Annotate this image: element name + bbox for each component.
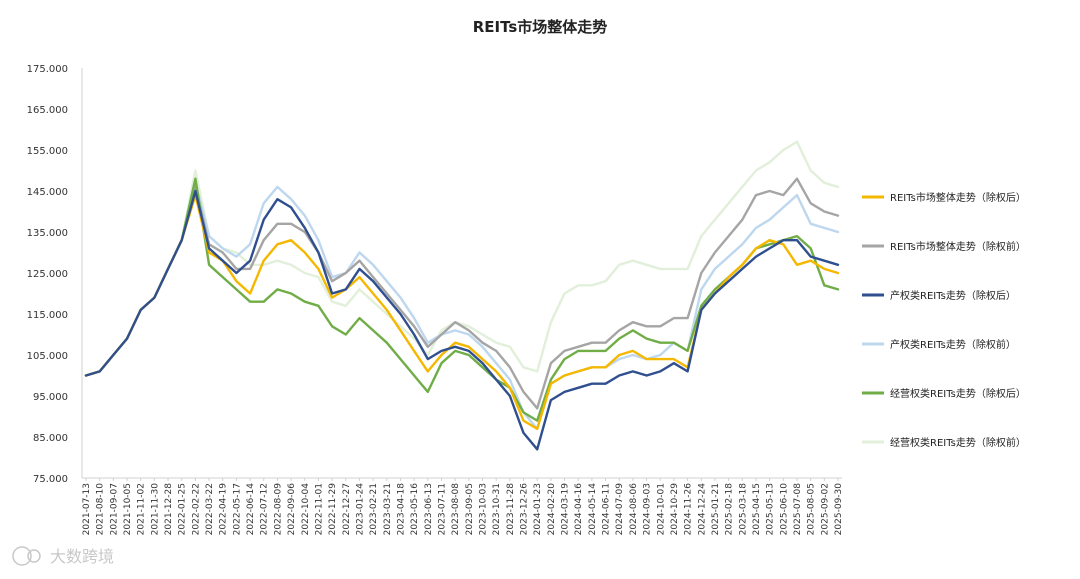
legend-label-2: 产权类REITs走势（除权后）: [890, 289, 1016, 302]
y-tick-label: 75.000: [33, 474, 68, 485]
x-tick-label: 2023-08-08: [451, 483, 461, 536]
x-tick-label: 2023-02-21: [369, 483, 379, 535]
series-line-0: [84, 193, 840, 430]
watermark-logo-icon: [12, 546, 32, 566]
x-tick-label: 2025-05-13: [766, 483, 776, 535]
x-tick-label: 2023-04-18: [396, 483, 406, 536]
x-tick-label: 2021-07-13: [82, 483, 92, 535]
x-tick-label: 2022-06-14: [246, 483, 256, 536]
series-line-2: [84, 189, 840, 451]
x-tick-label: 2023-12-26: [520, 483, 530, 536]
watermark: 大数跨境: [12, 546, 114, 566]
x-tick-label: 2024-02-20: [547, 483, 557, 536]
x-tick-label: 2022-02-22: [191, 483, 201, 535]
x-tick-label: 2021-10-05: [123, 483, 133, 535]
legend-label-3: 产权类REITs走势（除权前）: [890, 338, 1016, 351]
x-tick-label: 2024-12-24: [697, 483, 707, 536]
series-layer: [84, 140, 840, 451]
y-tick-label: 145.000: [27, 187, 68, 198]
x-tick-label: 2024-10-29: [670, 483, 680, 536]
watermark-logo-dot: [27, 549, 41, 563]
legend-label-1: REITs市场整体走势（除权前）: [890, 240, 1026, 253]
series-line-1: [84, 177, 840, 410]
x-tick-label: 2022-04-19: [219, 483, 229, 536]
x-tick-label: 2024-06-11: [602, 483, 612, 535]
x-tick-label: 2021-08-10: [96, 483, 106, 536]
y-tick-label: 85.000: [33, 433, 68, 444]
watermark-text: 大数跨境: [50, 547, 114, 566]
x-tick-label: 2024-01-23: [533, 483, 543, 535]
x-tick-label: 2025-08-05: [807, 483, 817, 535]
y-tick-label: 175.000: [27, 64, 68, 75]
x-tick-label: 2023-10-03: [479, 483, 489, 535]
x-tick-label: 2023-06-13: [424, 483, 434, 535]
y-tick-label: 135.000: [27, 228, 68, 239]
legend-label-5: 经营权类REITs走势（除权前）: [890, 436, 1026, 449]
x-tick-label: 2025-02-18: [725, 483, 735, 536]
series-line-4: [84, 177, 840, 422]
y-tick-label: 125.000: [27, 269, 68, 280]
x-tick-label: 2025-09-30: [834, 483, 844, 536]
x-tick-label: 2025-01-21: [711, 483, 721, 535]
x-tick-label: 2023-10-31: [492, 483, 502, 535]
x-tick-label: 2023-01-24: [355, 483, 365, 536]
legend-label-0: REITs市场整体走势（除权后）: [890, 191, 1026, 204]
y-tick-label: 115.000: [27, 310, 68, 321]
x-tick-label: 2021-12-28: [164, 483, 174, 536]
y-tick-label: 105.000: [27, 351, 68, 362]
x-tick-label: 2022-01-25: [178, 483, 188, 535]
axes: 75.000 85.000 95.000 105.000 115.000 125.000 1…: [27, 64, 844, 535]
x-tick-label: 2024-10-01: [656, 483, 666, 535]
x-tick-label: 2025-06-10: [779, 483, 789, 536]
x-tick-label: 2021-11-30: [150, 483, 160, 536]
x-tick-label: 2025-03-18: [738, 483, 748, 536]
x-tick-label: 2021-11-02: [137, 483, 147, 535]
x-tick-label: 2022-07-12: [260, 483, 270, 535]
legend-label-4: 经营权类REITs走势（除权后）: [890, 387, 1026, 400]
y-tick-label: 155.000: [27, 146, 68, 157]
x-tick-label: 2022-10-04: [301, 483, 311, 536]
x-tick-label: 2025-07-08: [793, 483, 803, 536]
x-tick-label: 2023-09-05: [465, 483, 475, 535]
series-line-3: [84, 181, 840, 430]
legend: REITs市场整体走势（除权后） REITs市场整体走势（除权前） 产权类REITs…: [862, 191, 1026, 449]
x-tick-label: 2023-11-28: [506, 483, 516, 536]
x-tick-label: 2024-09-03: [643, 483, 653, 535]
x-tick-label: 2024-08-06: [629, 483, 639, 536]
x-tick-label: 2022-09-06: [287, 483, 297, 536]
x-tick-label: 2021-09-07: [109, 483, 119, 535]
x-tick-label: 2024-04-16: [574, 483, 584, 536]
x-tick-label: 2024-03-19: [561, 483, 571, 536]
x-tick-label: 2025-04-15: [752, 483, 762, 535]
x-tick-label: 2023-03-21: [383, 483, 393, 535]
x-tick-label: 2023-07-11: [437, 483, 447, 535]
y-tick-label: 95.000: [33, 392, 68, 403]
x-tick-label: 2024-05-14: [588, 483, 598, 536]
x-tick-label: 2022-08-09: [273, 483, 283, 536]
x-tick-label: 2022-11-29: [328, 483, 338, 536]
x-tick-label: 2024-07-09: [615, 483, 625, 536]
x-tick-label: 2022-03-22: [205, 483, 215, 535]
x-tick-label: 2022-12-27: [342, 483, 352, 535]
x-tick-label: 2022-05-17: [232, 483, 242, 535]
y-tick-label: 165.000: [27, 105, 68, 116]
x-tick-label: 2022-11-01: [314, 483, 324, 535]
x-tick-label: 2025-09-02: [820, 483, 830, 535]
x-tick-label: 2023-05-16: [410, 483, 420, 536]
x-tick-label: 2024-11-26: [684, 483, 694, 536]
chart-title: REITs市场整体走势: [473, 18, 608, 36]
